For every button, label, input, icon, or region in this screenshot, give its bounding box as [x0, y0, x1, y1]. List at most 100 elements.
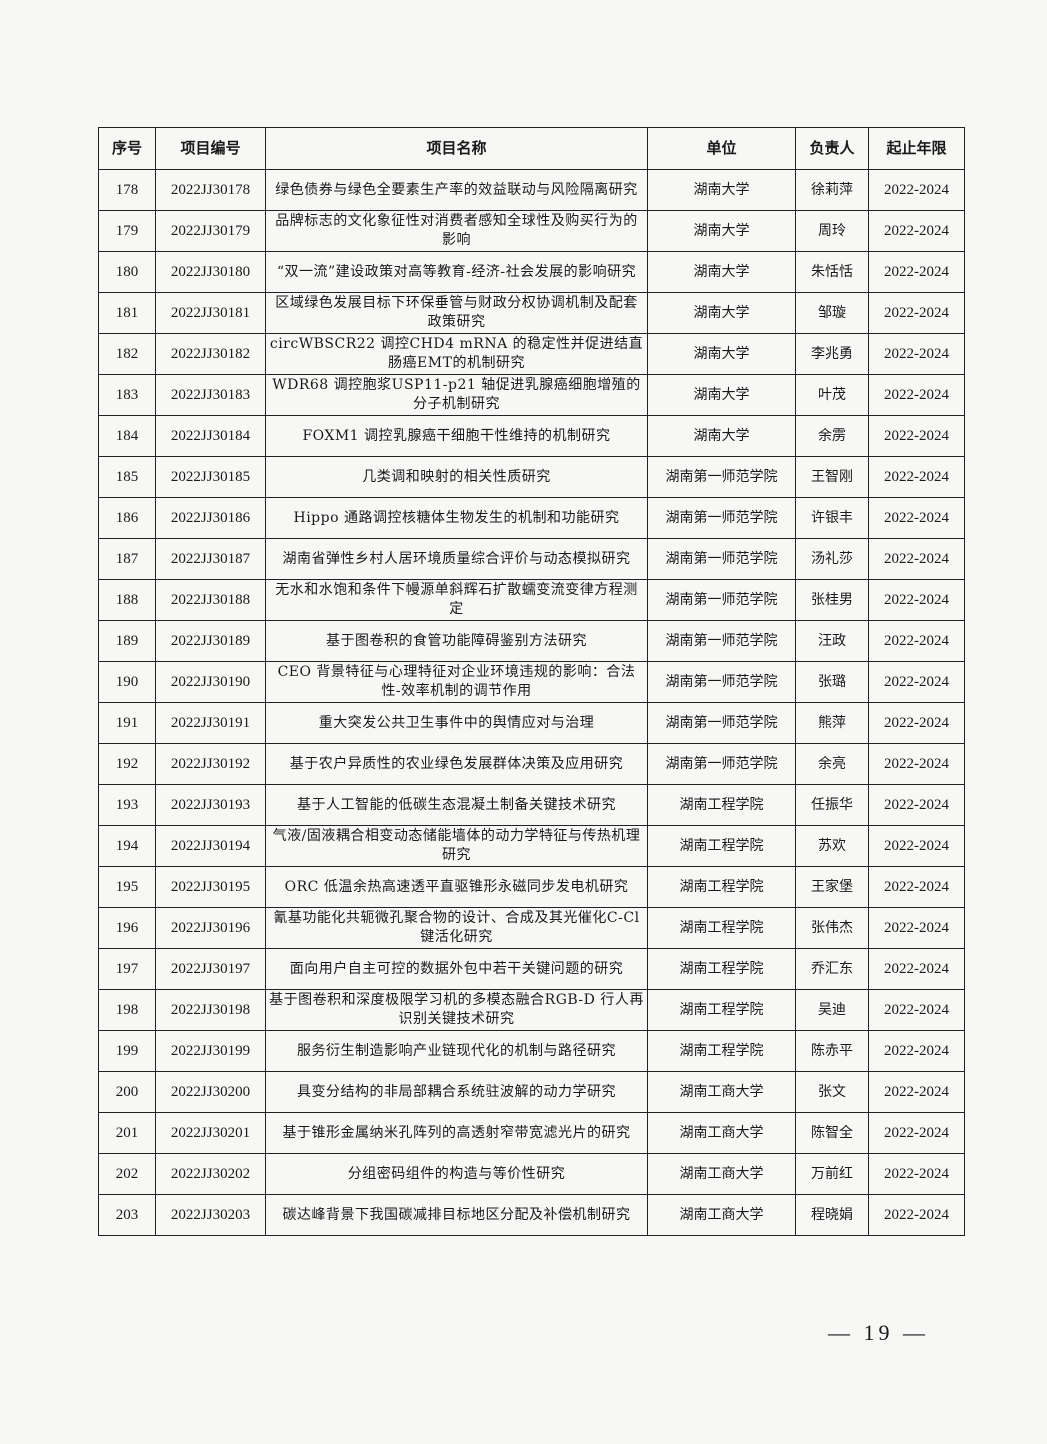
header-index: 序号 [98, 127, 156, 170]
cell-project-code: 2022JJ30196 [155, 907, 266, 949]
cell-index: 180 [98, 251, 156, 293]
table-row: 197 2022JJ30197 面向用户自主可控的数据外包中若干关键问题的研究 湖南工… [98, 948, 965, 990]
table-row: 179 2022JJ30179 品牌标志的文化象征性对消费者感知全球性及购买行为的影… [98, 210, 965, 252]
cell-project-name: 重大突发公共卫生事件中的舆情应对与治理 [265, 702, 648, 744]
cell-index: 187 [98, 538, 156, 580]
cell-project-name: 气液/固液耦合相变动态储能墙体的动力学特征与传热机理研究 [265, 825, 648, 867]
cell-institution: 湖南大学 [647, 210, 796, 252]
cell-project-code: 2022JJ30192 [155, 743, 266, 785]
cell-project-name: 基于图卷积的食管功能障碍鉴别方法研究 [265, 620, 648, 662]
cell-index: 201 [98, 1112, 156, 1154]
cell-project-name: CEO 背景特征与心理特征对企业环境违规的影响：合法性-效率机制的调节作用 [265, 661, 648, 703]
cell-institution: 湖南工程学院 [647, 825, 796, 867]
cell-project-code: 2022JJ30199 [155, 1030, 266, 1072]
cell-institution: 湖南工程学院 [647, 866, 796, 908]
table-row: 187 2022JJ30187 湖南省弹性乡村人居环境质量综合评价与动态模拟研究 湖南… [98, 538, 965, 580]
cell-project-name: circWBSCR22 调控CHD4 mRNA 的稳定性并促进结直肠癌EMT的机… [265, 333, 648, 375]
table-row: 201 2022JJ30201 基于锥形金属纳米孔阵列的高透射窄带宽滤光片的研究 湖南… [98, 1112, 965, 1154]
cell-project-code: 2022JJ30203 [155, 1194, 266, 1236]
cell-institution: 湖南工商大学 [647, 1194, 796, 1236]
cell-project-code: 2022JJ30179 [155, 210, 266, 252]
table-row: 188 2022JJ30188 无水和水饱和条件下幔源单斜辉石扩散蠕变流变律方程测定… [98, 579, 965, 621]
cell-project-name: 氰基功能化共轭微孔聚合物的设计、合成及其光催化C-Cl键活化研究 [265, 907, 648, 949]
cell-period: 2022-2024 [868, 702, 965, 744]
cell-project-name: Hippo 通路调控核糖体生物发生的机制和功能研究 [265, 497, 648, 539]
cell-leader: 邹璇 [795, 292, 869, 334]
cell-leader: 张璐 [795, 661, 869, 703]
cell-period: 2022-2024 [868, 1071, 965, 1113]
cell-project-name: 无水和水饱和条件下幔源单斜辉石扩散蠕变流变律方程测定 [265, 579, 648, 621]
cell-leader: 陈智全 [795, 1112, 869, 1154]
cell-institution: 湖南大学 [647, 374, 796, 416]
table-row: 198 2022JJ30198 基于图卷积和深度极限学习机的多模态融合RGB-D 行… [98, 989, 965, 1031]
cell-institution: 湖南第一师范学院 [647, 661, 796, 703]
cell-project-name: ORC 低温余热高速透平直驱锥形永磁同步发电机研究 [265, 866, 648, 908]
table-header-row: 序号 项目编号 项目名称 单位 负责人 起止年限 [98, 127, 965, 170]
cell-institution: 湖南大学 [647, 415, 796, 457]
cell-project-code: 2022JJ30182 [155, 333, 266, 375]
table-row: 180 2022JJ30180 “双一流”建设政策对高等教育-经济-社会发展的影响研… [98, 251, 965, 293]
cell-leader: 余雳 [795, 415, 869, 457]
cell-index: 178 [98, 169, 156, 211]
cell-index: 200 [98, 1071, 156, 1113]
cell-index: 192 [98, 743, 156, 785]
table-row: 193 2022JJ30193 基于人工智能的低碳生态混凝土制备关键技术研究 湖南工程… [98, 784, 965, 826]
cell-leader: 陈赤平 [795, 1030, 869, 1072]
cell-index: 190 [98, 661, 156, 703]
cell-leader: 吴迪 [795, 989, 869, 1031]
cell-index: 179 [98, 210, 156, 252]
cell-institution: 湖南工程学院 [647, 1030, 796, 1072]
cell-index: 193 [98, 784, 156, 826]
cell-project-code: 2022JJ30202 [155, 1153, 266, 1195]
cell-leader: 张桂男 [795, 579, 869, 621]
cell-period: 2022-2024 [868, 210, 965, 252]
cell-period: 2022-2024 [868, 1030, 965, 1072]
cell-index: 182 [98, 333, 156, 375]
cell-project-name: 几类调和映射的相关性质研究 [265, 456, 648, 498]
cell-period: 2022-2024 [868, 661, 965, 703]
cell-index: 195 [98, 866, 156, 908]
cell-index: 186 [98, 497, 156, 539]
cell-project-code: 2022JJ30180 [155, 251, 266, 293]
cell-institution: 湖南第一师范学院 [647, 579, 796, 621]
cell-project-code: 2022JJ30189 [155, 620, 266, 662]
cell-institution: 湖南第一师范学院 [647, 497, 796, 539]
cell-period: 2022-2024 [868, 825, 965, 867]
cell-institution: 湖南工程学院 [647, 784, 796, 826]
cell-project-name: 分组密码组件的构造与等价性研究 [265, 1153, 648, 1195]
table-row: 200 2022JJ30200 具变分结构的非局部耦合系统驻波解的动力学研究 湖南工商… [98, 1071, 965, 1113]
cell-project-name: WDR68 调控胞浆USP11-p21 轴促进乳腺癌细胞增殖的分子机制研究 [265, 374, 648, 416]
cell-leader: 张伟杰 [795, 907, 869, 949]
cell-institution: 湖南工程学院 [647, 907, 796, 949]
cell-project-code: 2022JJ30185 [155, 456, 266, 498]
cell-project-name: 基于农户异质性的农业绿色发展群体决策及应用研究 [265, 743, 648, 785]
table-body: 178 2022JJ30178 绿色债券与绿色全要素生产率的效益联动与风险隔离研究湖… [98, 169, 965, 1236]
table-row: 190 2022JJ30190 CEO 背景特征与心理特征对企业环境违规的影响：合法… [98, 661, 965, 703]
cell-index: 189 [98, 620, 156, 662]
table-row: 189 2022JJ30189 基于图卷积的食管功能障碍鉴别方法研究 湖南第一师范学院… [98, 620, 965, 662]
cell-period: 2022-2024 [868, 169, 965, 211]
cell-period: 2022-2024 [868, 333, 965, 375]
cell-period: 2022-2024 [868, 989, 965, 1031]
cell-project-code: 2022JJ30195 [155, 866, 266, 908]
cell-period: 2022-2024 [868, 743, 965, 785]
cell-project-name: 具变分结构的非局部耦合系统驻波解的动力学研究 [265, 1071, 648, 1113]
cell-leader: 余亮 [795, 743, 869, 785]
cell-index: 184 [98, 415, 156, 457]
table-row: 203 2022JJ30203 碳达峰背景下我国碳减排目标地区分配及补偿机制研究 湖南… [98, 1194, 965, 1236]
cell-project-name: 区域绿色发展目标下环保垂管与财政分权协调机制及配套政策研究 [265, 292, 648, 334]
cell-leader: 苏欢 [795, 825, 869, 867]
cell-period: 2022-2024 [868, 907, 965, 949]
header-project-code: 项目编号 [155, 127, 266, 170]
cell-institution: 湖南大学 [647, 292, 796, 334]
cell-project-name: 湖南省弹性乡村人居环境质量综合评价与动态模拟研究 [265, 538, 648, 580]
cell-index: 197 [98, 948, 156, 990]
cell-leader: 熊萍 [795, 702, 869, 744]
cell-index: 185 [98, 456, 156, 498]
cell-index: 198 [98, 989, 156, 1031]
cell-leader: 汤礼莎 [795, 538, 869, 580]
cell-project-code: 2022JJ30193 [155, 784, 266, 826]
cell-project-name: 基于锥形金属纳米孔阵列的高透射窄带宽滤光片的研究 [265, 1112, 648, 1154]
cell-project-code: 2022JJ30191 [155, 702, 266, 744]
cell-period: 2022-2024 [868, 292, 965, 334]
